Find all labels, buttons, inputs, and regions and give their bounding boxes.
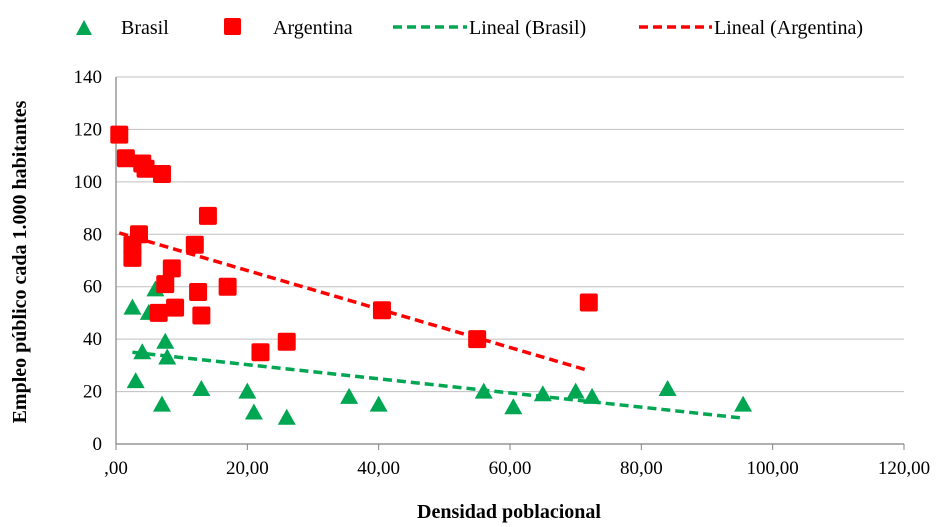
argentina-point — [149, 303, 168, 322]
brasil-point — [566, 382, 585, 399]
argentina-point — [192, 306, 211, 325]
argentina-point — [123, 248, 142, 267]
brasil-point — [369, 395, 388, 412]
argentina-point — [156, 275, 175, 294]
x-axis-title: Densidad poblacional — [417, 501, 601, 523]
brasil-point — [152, 395, 171, 412]
legend-item-brasil: Brasil — [76, 17, 169, 39]
legend-brasil-label: Brasil — [121, 17, 169, 39]
argentina-point — [372, 301, 391, 320]
x-tick-label: 120,00 — [878, 458, 930, 479]
argentina-point — [116, 149, 135, 168]
argentina-point — [579, 293, 598, 312]
trendline-argentina — [118, 231, 590, 373]
y-tick-label: 60 — [83, 277, 102, 298]
x-tick-label: 40,00 — [357, 458, 400, 479]
legend-lineal-argentina-label: Lineal (Argentina) — [714, 17, 863, 39]
brasil-point — [126, 372, 145, 389]
argentina-point — [251, 343, 270, 362]
brasil-point — [533, 385, 552, 402]
brasil-point — [123, 298, 142, 315]
argentina-point — [129, 225, 148, 244]
brasil-point — [133, 343, 152, 360]
argentina-point — [277, 332, 296, 351]
x-tick-label: 60,00 — [489, 458, 532, 479]
brasil-point — [277, 408, 296, 425]
legend-item-lineal-argentina: Lineal (Argentina) — [639, 17, 863, 39]
argentina-point — [110, 125, 129, 144]
argentina-point — [162, 259, 181, 278]
argentina-point — [198, 206, 217, 225]
brasil-point — [192, 379, 211, 396]
x-tick-label: 100,00 — [747, 458, 799, 479]
brasil-point — [244, 403, 263, 420]
legend: Brasil Argentina Lineal (Brasil) Lineal … — [76, 17, 863, 39]
y-tick-label: 120 — [74, 119, 103, 140]
argentina-point — [185, 235, 204, 254]
brasil-point — [734, 395, 753, 412]
legend-item-lineal-brasil: Lineal (Brasil) — [393, 17, 586, 39]
y-tick-label: 140 — [74, 67, 103, 88]
y-tick-label: 100 — [74, 172, 103, 193]
y-tick-label: 40 — [83, 329, 102, 350]
legend-brasil-marker-icon — [76, 20, 92, 35]
x-tick-label: 80,00 — [620, 458, 663, 479]
brasil-point — [504, 398, 523, 415]
legend-item-argentina: Argentina — [224, 17, 353, 39]
argentina-point — [468, 330, 487, 349]
brasil-point — [474, 382, 493, 399]
legend-argentina-label: Argentina — [273, 17, 353, 39]
y-tick-label: 20 — [83, 382, 102, 403]
y-tick-label: 0 — [93, 434, 103, 455]
brasil-point — [238, 382, 257, 399]
y-axis-title: Empleo público cada 1.000 habitantes — [9, 100, 31, 423]
data-points — [110, 125, 753, 425]
x-tick-label: 20,00 — [226, 458, 269, 479]
brasil-point — [583, 387, 602, 404]
trendlines — [118, 231, 741, 420]
argentina-point — [166, 298, 185, 317]
legend-lineal-brasil-label: Lineal (Brasil) — [469, 17, 586, 39]
brasil-point — [340, 387, 359, 404]
brasil-point — [156, 332, 175, 349]
trendline-brasil — [132, 350, 741, 420]
brasil-point — [158, 348, 177, 365]
brasil-point — [658, 379, 677, 396]
argentina-point — [136, 159, 155, 178]
legend-argentina-marker-icon — [224, 18, 241, 35]
y-tick-label: 80 — [83, 224, 102, 245]
argentina-point — [152, 164, 171, 183]
gridlines — [116, 76, 904, 393]
tick-labels: 0 20 40 60 80 100 120 140 ,00 20,00 40,00 60,00 80,0… — [74, 67, 931, 479]
argentina-point — [189, 282, 208, 301]
argentina-point — [218, 277, 237, 296]
x-tick-label: ,00 — [104, 458, 128, 479]
